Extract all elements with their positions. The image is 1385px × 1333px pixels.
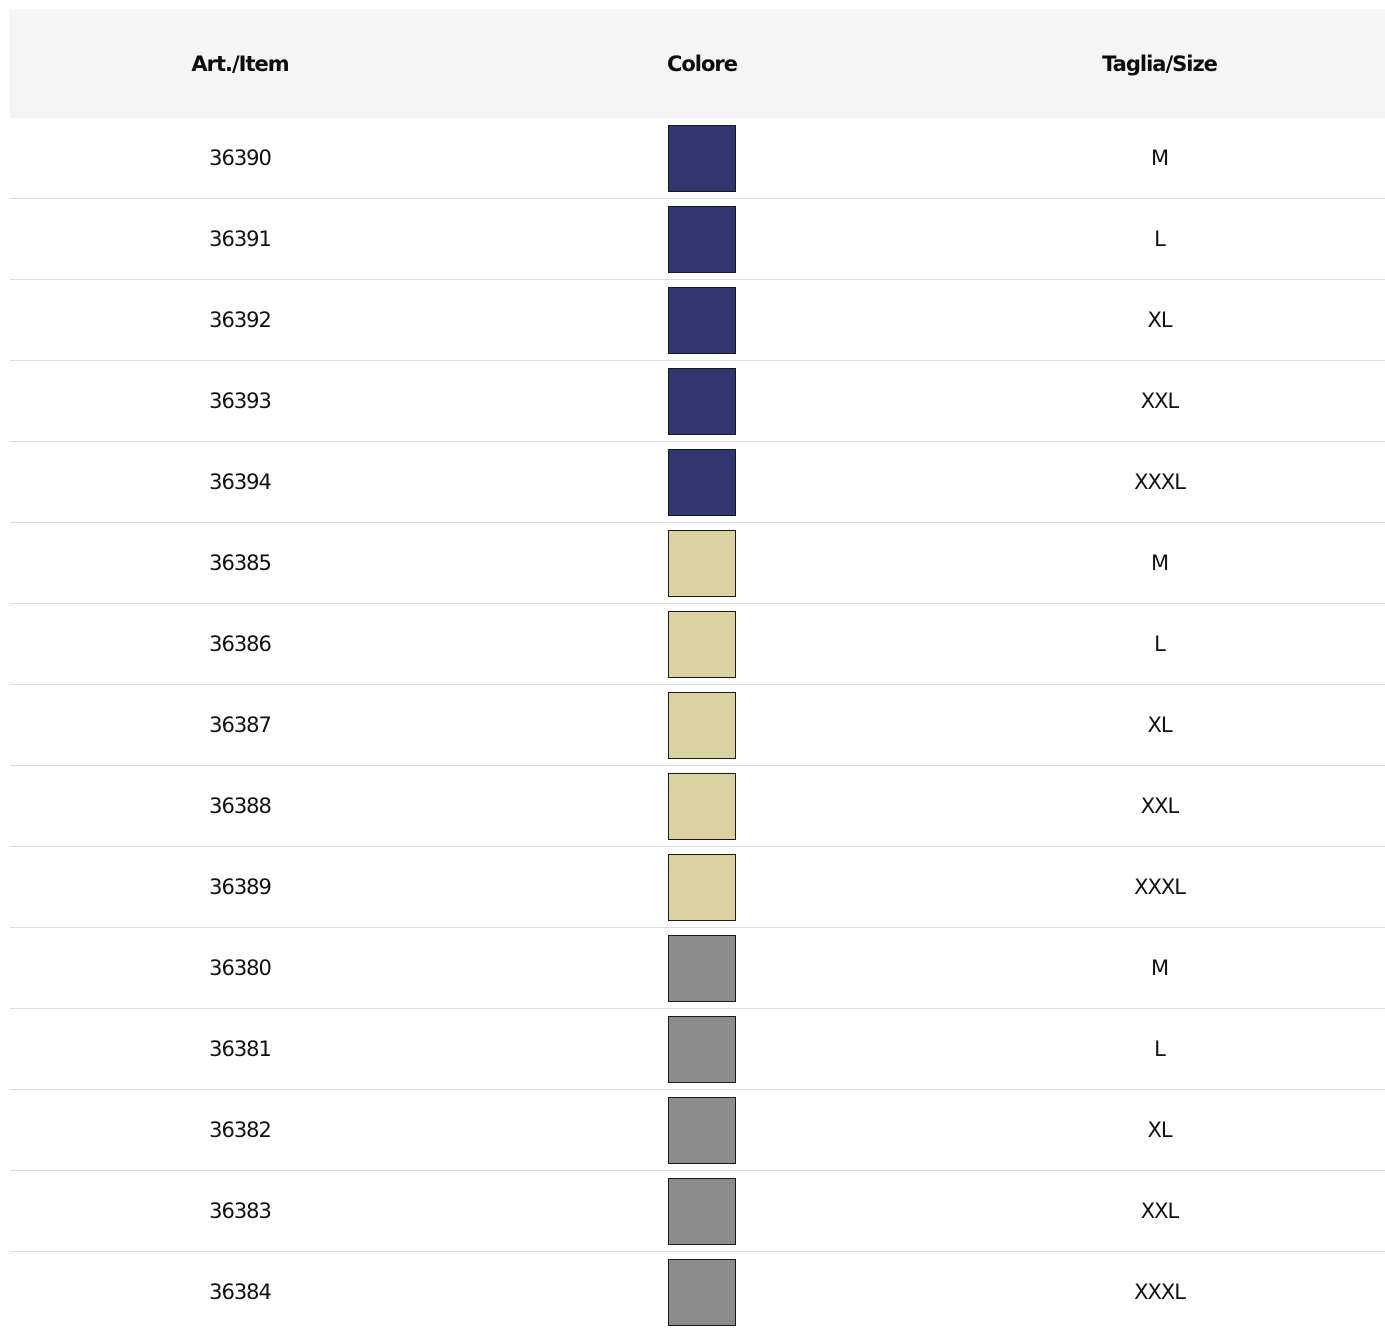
color-cell [470,124,934,192]
size-value: XL [1147,308,1172,332]
item-code: 36384 [209,1280,272,1304]
product-variants-table: Art./Item Colore Taglia/Size 36390 M 36391… [10,9,1385,1332]
size-value: XXXL [1134,1280,1186,1304]
item-code: 36380 [209,956,272,980]
size-value: M [1150,551,1169,575]
size-value: XXXL [1134,875,1186,899]
color-cell [470,286,934,354]
color-cell [470,529,934,597]
item-code: 36386 [209,632,272,656]
color-swatch [668,853,736,921]
item-code: 36382 [209,1118,272,1142]
header-size: Taglia/Size [1102,51,1218,76]
size-value: L [1154,1037,1166,1061]
color-swatch [668,367,736,435]
item-code: 36381 [209,1037,272,1061]
color-cell [470,1258,934,1326]
item-code: 36391 [209,227,272,251]
color-cell [470,1015,934,1083]
color-swatch [668,286,736,354]
item-code: 36385 [209,551,272,575]
size-value: XXL [1140,794,1179,818]
color-swatch [668,1177,736,1245]
color-cell [470,772,934,840]
table-row: 36388 XXL [10,766,1385,847]
color-swatch [668,448,736,516]
item-code: 36394 [209,470,272,494]
color-swatch [668,1015,736,1083]
item-code: 36393 [209,389,272,413]
item-code: 36390 [209,146,272,170]
table-row: 36385 M [10,523,1385,604]
table-row: 36386 L [10,604,1385,685]
color-swatch [668,772,736,840]
table-row: 36383 XXL [10,1171,1385,1252]
color-swatch [668,934,736,1002]
size-value: L [1154,227,1166,251]
color-cell [470,1096,934,1164]
item-code: 36388 [209,794,272,818]
table-row: 36387 XL [10,685,1385,766]
table-row: 36393 XXL [10,361,1385,442]
color-cell [470,691,934,759]
size-value: M [1150,956,1169,980]
item-code: 36383 [209,1199,272,1223]
table-row: 36389 XXXL [10,847,1385,928]
color-swatch [668,1096,736,1164]
color-cell [470,1177,934,1245]
table-row: 36391 L [10,199,1385,280]
item-code: 36389 [209,875,272,899]
color-swatch [668,124,736,192]
size-value: XXXL [1134,470,1186,494]
size-value: XXL [1140,389,1179,413]
color-swatch [668,691,736,759]
table-row: 36381 L [10,1009,1385,1090]
table-body: 36390 M 36391 L 36392 XL 36393 XXL 36394 XXXL 3638… [10,118,1385,1332]
header-item: Art./Item [191,51,289,76]
table-row: 36392 XL [10,280,1385,361]
size-value: XXL [1140,1199,1179,1223]
size-value: L [1154,632,1166,656]
header-color: Colore [666,51,738,76]
item-code: 36392 [209,308,272,332]
color-cell [470,205,934,273]
color-cell [470,610,934,678]
table-row: 36382 XL [10,1090,1385,1171]
table-row: 36390 M [10,118,1385,199]
color-swatch [668,1258,736,1326]
size-value: M [1150,146,1169,170]
item-code: 36387 [209,713,272,737]
color-cell [470,934,934,1002]
color-cell [470,448,934,516]
size-value: XL [1147,713,1172,737]
color-swatch [668,529,736,597]
table-row: 36394 XXXL [10,442,1385,523]
table-header: Art./Item Colore Taglia/Size [10,9,1385,118]
color-cell [470,853,934,921]
size-value: XL [1147,1118,1172,1142]
table-row: 36384 XXXL [10,1252,1385,1332]
table-row: 36380 M [10,928,1385,1009]
color-swatch [668,205,736,273]
color-swatch [668,610,736,678]
color-cell [470,367,934,435]
